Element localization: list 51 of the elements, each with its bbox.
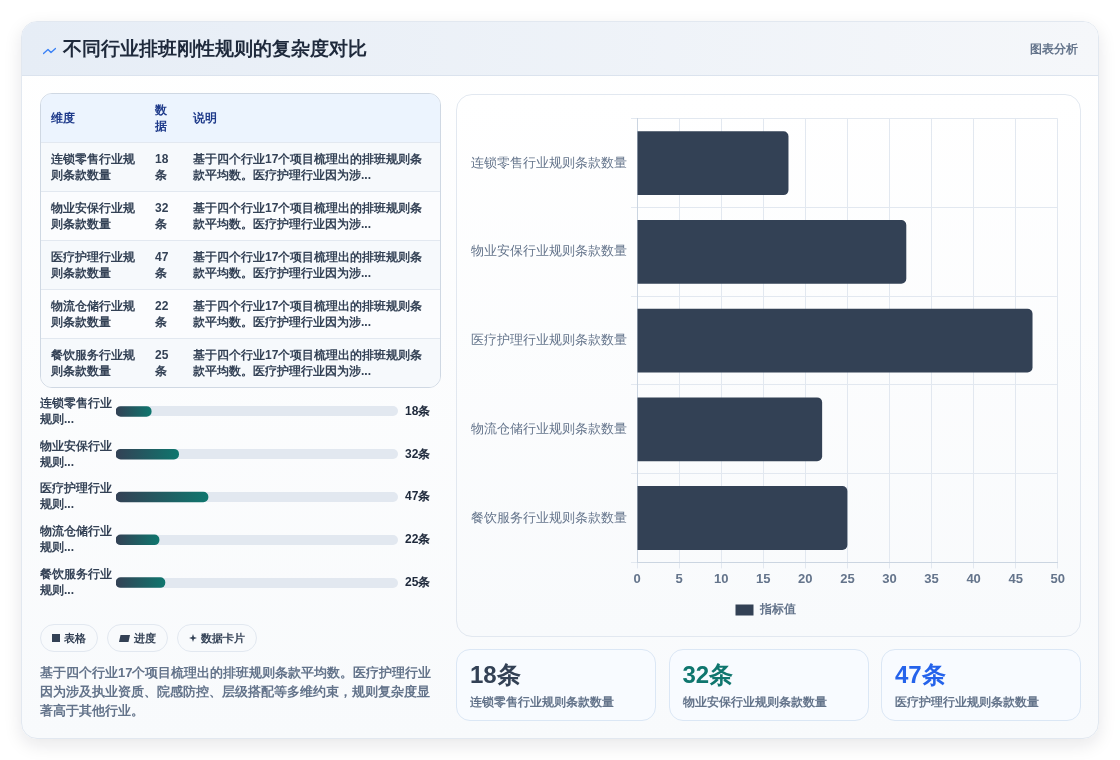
y-tick-label: 物流仓储行业规则...	[39, 524, 112, 555]
x-tick-label: 20	[798, 570, 813, 586]
text: 基于四个行业17个项目梳理出的排班规则条款平均数。医疗护理行业因为涉...	[193, 298, 423, 329]
y-tick-label: 连锁零售行业规则...	[39, 395, 112, 426]
x-tick-label: 0	[633, 570, 641, 586]
text: 32条	[682, 661, 734, 688]
y-tick-label: 物业安保行业规则...	[39, 438, 112, 469]
text: 物业安保行业规则条款数量	[682, 695, 827, 709]
text: 25条	[155, 347, 169, 378]
y-tick-label: 物业安保行业规则条款数量	[471, 243, 627, 259]
x-tick-label: 30	[882, 570, 897, 586]
data-label: 25条	[405, 574, 431, 589]
data-label: 22条	[405, 532, 431, 547]
chip: 数据卡片	[177, 624, 257, 652]
x-tick-label: 40	[966, 570, 981, 586]
text: 22条	[155, 298, 169, 329]
text: 基于四个行业17个项目梳理出的排班规则条款平均数。医疗护理行业因为涉及执业资质、院感防控、层级搭配等多维约束，规则复杂度显著高于其他行业。	[40, 665, 432, 718]
x-tick-label: 25	[840, 570, 855, 586]
x-tick-label: 50	[1050, 570, 1065, 586]
text: 基于四个行业17个项目梳理出的排班规则条款平均数。医疗护理行业因为涉...	[193, 249, 423, 280]
text: 32条	[155, 200, 169, 231]
y-tick-label: 餐饮服务行业规则...	[39, 566, 112, 597]
text: 不同行业排班刚性规则的复杂度对比	[63, 38, 367, 59]
text: 数据	[155, 102, 167, 133]
y-tick-label: 医疗护理行业规则...	[39, 481, 112, 512]
text: 基于四个行业17个项目梳理出的排班规则条款平均数。医疗护理行业因为涉...	[193, 151, 423, 182]
x-tick-label: 35	[924, 570, 939, 586]
text: 维度	[51, 110, 75, 125]
legend-label: 指标值	[758, 602, 796, 617]
x-tick-label: 10	[713, 570, 729, 586]
text: 47条	[155, 249, 169, 280]
text: 基于四个行业17个项目梳理出的排班规则条款平均数。医疗护理行业因为涉...	[193, 347, 423, 378]
data-label: 18条	[405, 403, 431, 418]
text: 说明	[193, 110, 217, 125]
x-tick-label: 45	[1008, 570, 1023, 586]
x-tick-label: 5	[675, 570, 683, 586]
text: 18条	[155, 151, 169, 182]
text: 医疗护理行业规则条款数量	[895, 695, 1039, 709]
data-label: 47条	[405, 489, 431, 504]
y-tick-label: 物流仓储行业规则条款数量	[471, 420, 627, 436]
text: 基于四个行业17个项目梳理出的排班规则条款平均数。医疗护理行业因为涉...	[193, 200, 423, 231]
text: 18条	[470, 661, 521, 688]
chip: 进度	[107, 624, 168, 652]
data-label: 32条	[405, 446, 431, 461]
y-tick-label: 餐饮服务行业规则条款数量	[471, 509, 627, 525]
y-tick-label: 连锁零售行业规则条款数量	[471, 154, 627, 170]
text: 47条	[895, 661, 946, 688]
text: 图表分析	[1030, 42, 1078, 56]
y-tick-label: 医疗护理行业规则条款数量	[471, 332, 627, 348]
x-tick-label: 15	[756, 570, 771, 586]
chip: 表格	[40, 624, 98, 652]
